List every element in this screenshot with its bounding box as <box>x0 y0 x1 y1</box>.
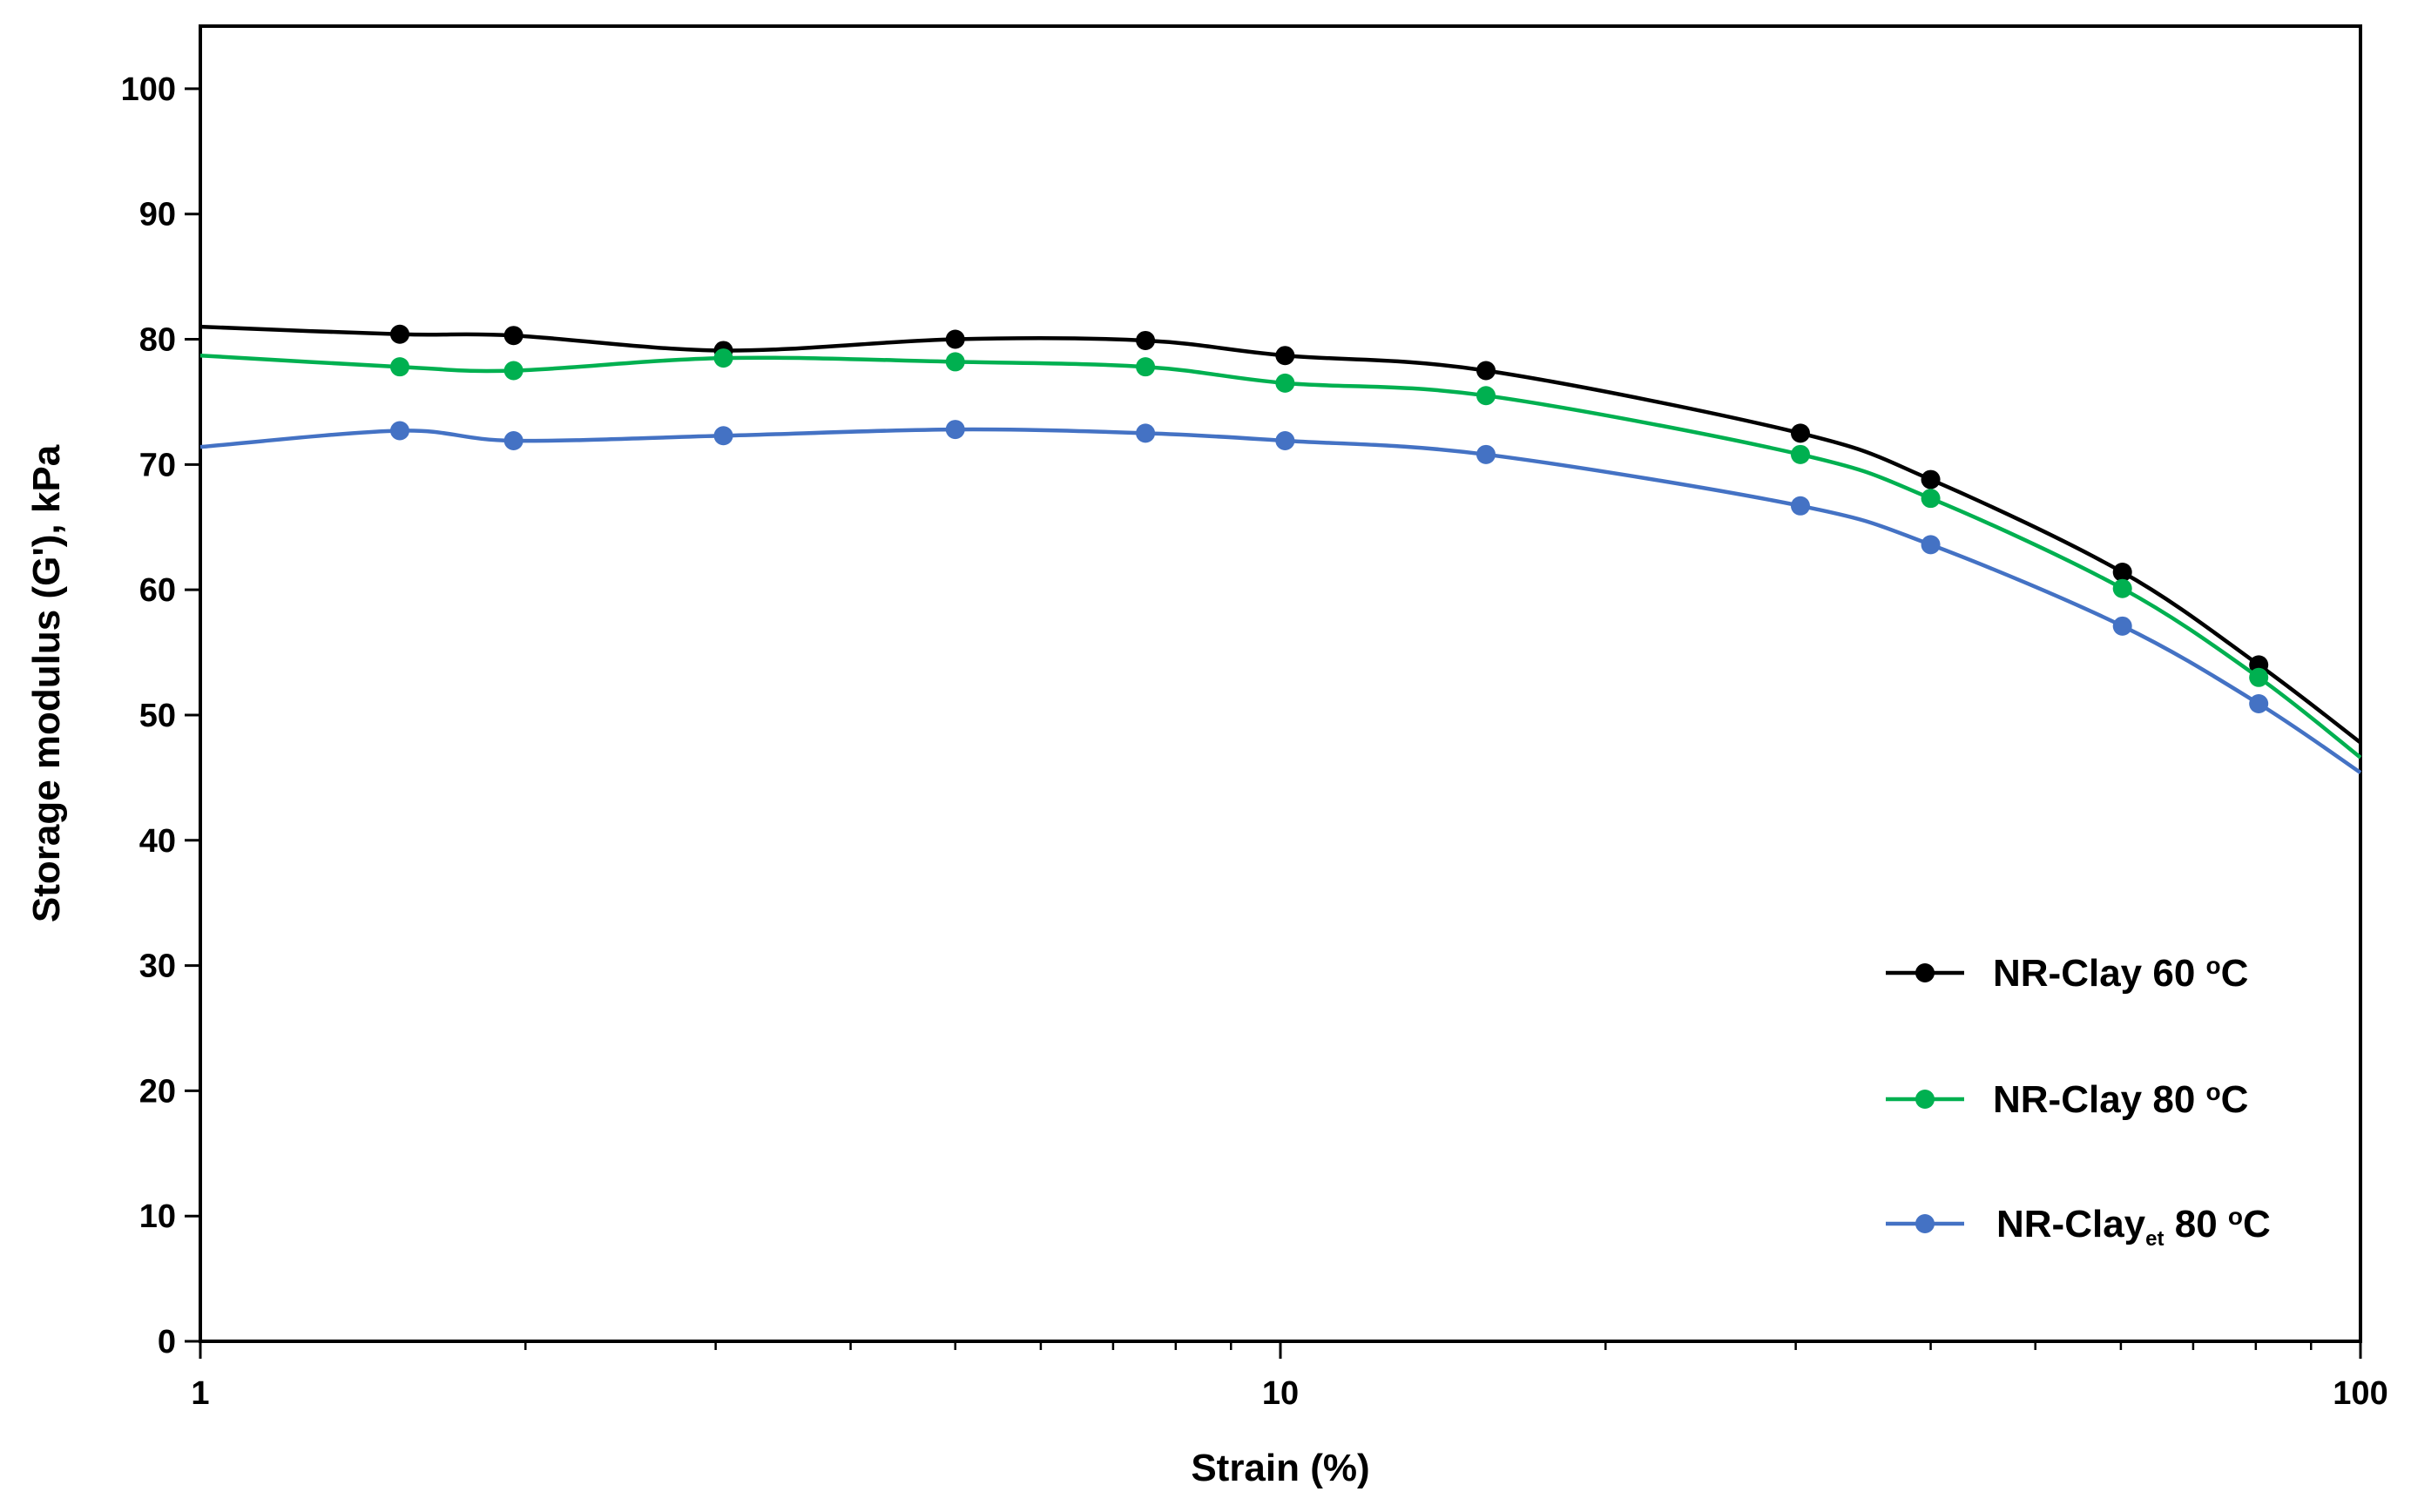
y-tick-label: 30 <box>139 948 176 985</box>
x-axis: 1 10 100 <box>191 1341 2388 1412</box>
legend-item-1: NR-Clay 60 oC <box>1886 952 2248 995</box>
data-point <box>1921 535 1941 555</box>
data-point <box>1476 444 1496 464</box>
data-point <box>1275 373 1295 393</box>
y-tick-label: 0 <box>158 1324 176 1360</box>
series-2 <box>199 348 2362 759</box>
data-point <box>1476 386 1496 406</box>
data-point <box>1275 431 1295 451</box>
legend-marker <box>1915 1090 1935 1109</box>
series-line <box>199 427 2362 774</box>
data-point <box>503 361 523 381</box>
legend-item-2: NR-Clay 80 oC <box>1886 1078 2248 1121</box>
legend-label: NR-Clay 80 oC <box>1993 1078 2248 1121</box>
data-point <box>390 324 410 344</box>
series-1 <box>199 324 2362 745</box>
data-point <box>945 420 965 440</box>
data-point <box>945 329 965 349</box>
legend-label: NR-Clayet 80 oC <box>1996 1203 2271 1251</box>
data-point <box>1275 346 1295 366</box>
plot-area-frame <box>199 24 2362 1343</box>
data-point <box>1921 469 1941 489</box>
legend-marker <box>1915 963 1935 982</box>
data-point <box>390 357 410 377</box>
data-point <box>2112 616 2132 636</box>
data-point <box>503 326 523 346</box>
y-tick-label: 60 <box>139 572 176 609</box>
legend-label: NR-Clay 60 oC <box>1993 952 2248 995</box>
data-point <box>713 426 733 446</box>
x-tick-label: 10 <box>1262 1375 1299 1412</box>
y-tick-label: 80 <box>139 322 176 359</box>
y-tick-label: 100 <box>121 71 176 108</box>
series-line <box>199 353 2362 759</box>
data-point <box>1136 423 1156 443</box>
data-point <box>1790 496 1810 516</box>
data-point <box>2249 667 2269 687</box>
data-point <box>1790 444 1810 464</box>
y-tick-label: 90 <box>139 197 176 233</box>
series-3 <box>199 420 2362 774</box>
y-axis-title: Storage modulus (G'), kPa <box>25 444 68 922</box>
data-point <box>390 421 410 441</box>
data-point <box>2112 578 2132 598</box>
y-tick-label: 70 <box>139 447 176 483</box>
y-tick-label: 50 <box>139 698 176 734</box>
series-layer <box>199 324 2362 774</box>
data-point <box>1136 330 1156 350</box>
data-point <box>1790 423 1810 443</box>
data-point <box>945 352 965 372</box>
data-point <box>2112 563 2132 583</box>
y-axis: 0 10 20 30 40 50 60 70 80 90 100 <box>121 71 200 1360</box>
legend-marker <box>1915 1214 1935 1233</box>
data-point <box>503 431 523 451</box>
legend: NR-Clay 60 oC NR-Clay 80 oC NR-Clayet 80 o… <box>1886 952 2271 1251</box>
legend-item-3: NR-Clayet 80 oC <box>1886 1203 2271 1251</box>
data-point <box>2249 694 2269 714</box>
y-tick-label: 10 <box>139 1198 176 1235</box>
data-point <box>1921 489 1941 509</box>
y-tick-label: 20 <box>139 1073 176 1110</box>
x-tick-label: 1 <box>191 1375 209 1412</box>
x-axis-title: Strain (%) <box>1191 1447 1369 1489</box>
data-point <box>1136 357 1156 377</box>
x-tick-label: 100 <box>2333 1375 2387 1412</box>
y-tick-label: 40 <box>139 823 176 860</box>
data-point <box>1476 361 1496 381</box>
data-point <box>713 348 733 368</box>
